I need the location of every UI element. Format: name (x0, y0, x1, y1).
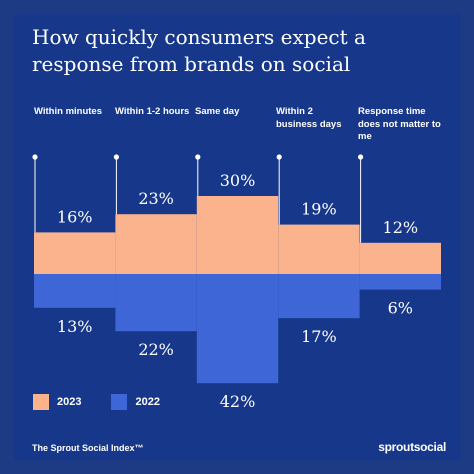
bar-2023-within-1-2-hours (115, 214, 197, 274)
category-label-within-2-business-days: Within 2 business days (276, 106, 342, 130)
category-label-within-1-2-hours: Within 1-2 hours (115, 106, 190, 117)
legend-swatch-2023 (33, 394, 49, 410)
category-label-response-time-does-not-matter: Response time does not matter to me (358, 106, 441, 142)
legend-item-2023: 2023 (33, 394, 81, 410)
bar-2023-same-day (196, 196, 279, 274)
bar-2022-same-day (196, 274, 279, 384)
bar-2023-within-minutes (34, 232, 116, 274)
bar-2023-within-2-business-days (278, 224, 360, 274)
data-label-2022-response-time-does-not-matter-to-me: 6% (388, 299, 413, 318)
chart-title: How quickly consumers expect a response … (32, 25, 366, 76)
bar-2023-response-time-does-not-matter-to-me (359, 242, 441, 274)
data-label-2022-within-1-2-hours: 22% (138, 340, 174, 359)
bar-2022-response-time-does-not-matter-to-me (359, 274, 441, 290)
bar-2022-within-2-business-days (278, 274, 360, 319)
data-label-2023-same-day: 30% (220, 171, 256, 190)
legend-label-2022: 2022 (135, 396, 160, 408)
data-label-2022-within-2-business-days: 17% (301, 327, 337, 346)
data-label-2022-within-minutes: 13% (57, 317, 93, 336)
bar-2022-within-minutes (34, 274, 116, 308)
data-label-2023-within-2-business-days: 19% (301, 200, 337, 219)
data-label-2023-within-1-2-hours: 23% (138, 189, 174, 208)
category-label-within-minutes: Within minutes (34, 106, 102, 117)
category-label-same-day: Same day (195, 106, 240, 117)
data-label-2023-response-time-does-not-matter-to-me: 12% (383, 218, 419, 237)
bar-2022-within-1-2-hours (115, 274, 197, 332)
legend: 2023 2022 (33, 394, 182, 410)
footer-brand-logo: sproutsocial (378, 440, 446, 454)
legend-label-2023: 2023 (57, 396, 82, 408)
legend-swatch-2022 (111, 394, 128, 410)
footer-source: The Sprout Social Index™ (32, 443, 144, 453)
data-label-2022-same-day: 42% (220, 392, 256, 411)
data-label-2023-within-minutes: 16% (57, 207, 93, 226)
legend-item-2022: 2022 (111, 394, 160, 410)
